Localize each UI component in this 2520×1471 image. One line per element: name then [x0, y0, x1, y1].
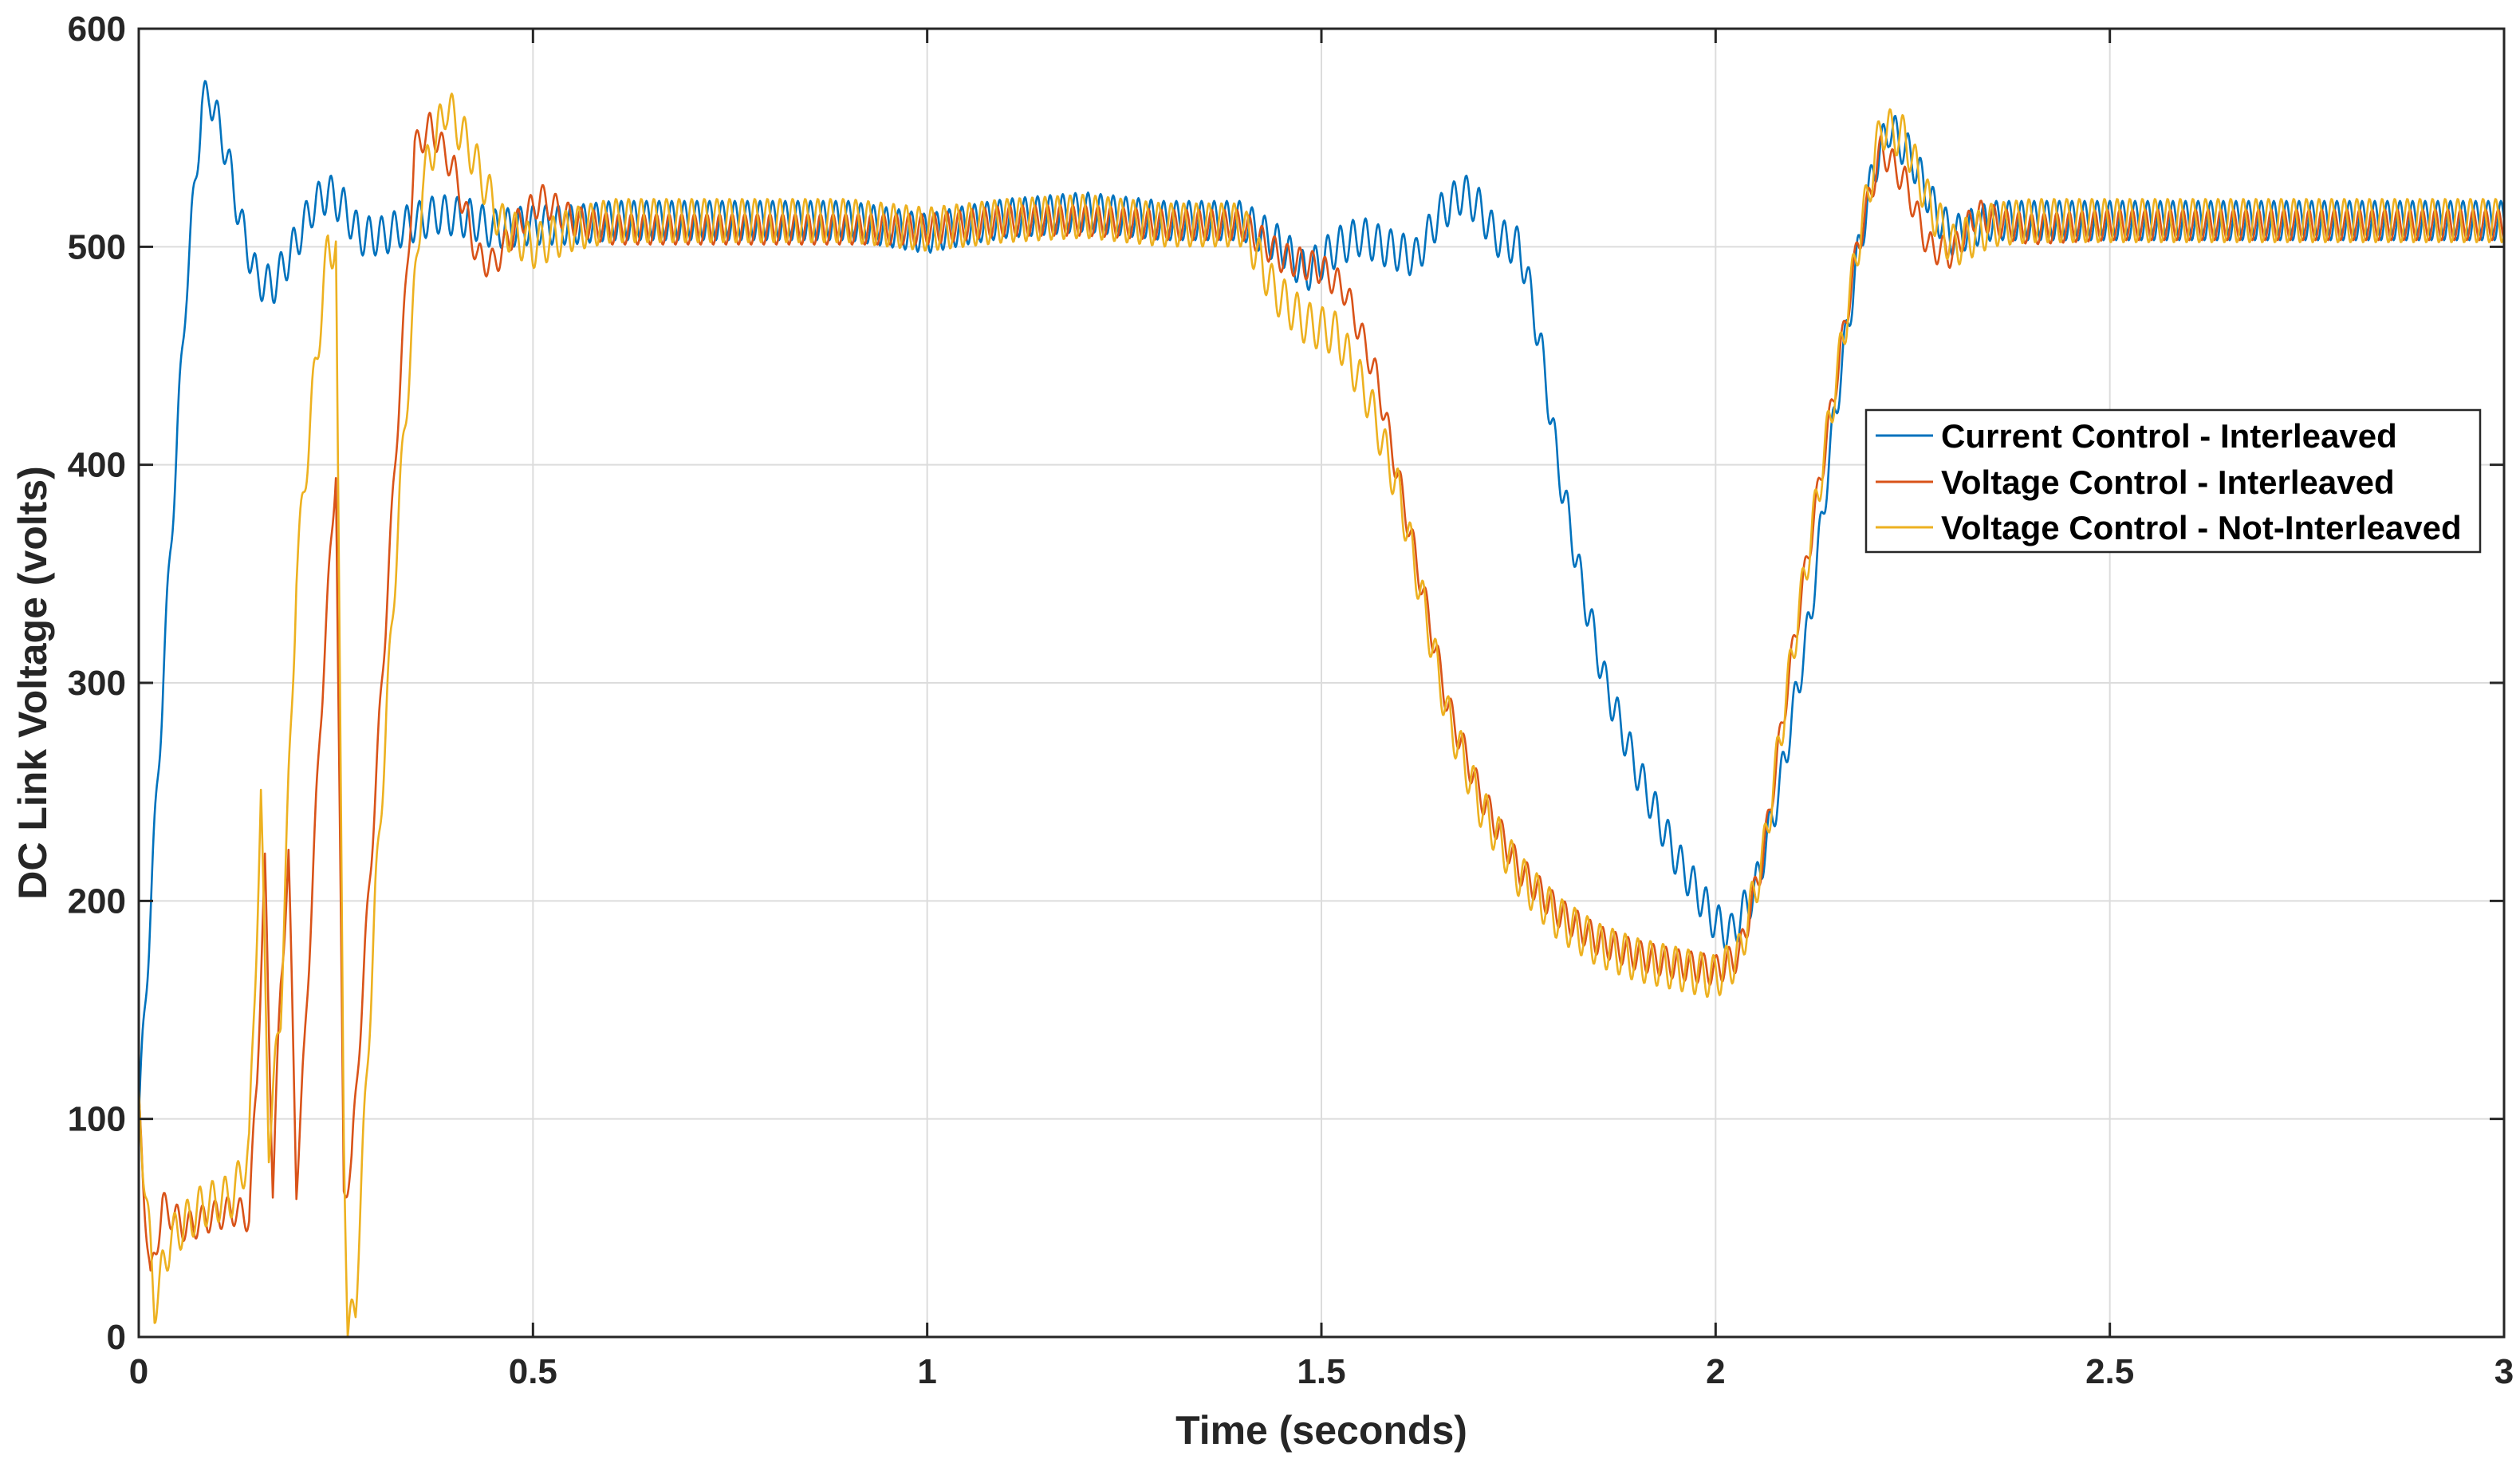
y-tick-label: 0 [107, 1318, 126, 1357]
x-axis-title: Time (seconds) [1175, 1408, 1467, 1453]
x-tick-label: 1.5 [1297, 1352, 1345, 1391]
legend-box [1864, 408, 2482, 554]
series-line-2 [137, 93, 2506, 1339]
x-tick-label: 1 [917, 1352, 936, 1391]
y-tick-label: 500 [68, 227, 126, 266]
x-tick-label: 3 [2494, 1352, 2514, 1391]
x-tick-label: 2 [1706, 1352, 1725, 1391]
y-tick-label: 300 [68, 664, 126, 703]
y-tick-label: 100 [68, 1100, 126, 1139]
legend-label-current-interleaved: Current Control - Interleaved [1941, 417, 2397, 455]
legend-label-voltage-interleaved: Voltage Control - Interleaved [1941, 463, 2395, 501]
series-group [137, 80, 2506, 1339]
y-tick-label: 200 [68, 881, 126, 921]
legend-label-voltage-not-interleaved: Voltage Control - Not-Interleaved [1941, 509, 2462, 546]
y-tick-label: 400 [68, 446, 126, 485]
series-line-1 [137, 112, 2506, 1272]
y-axis-title: DC Link Voltage (volts) [10, 466, 55, 900]
x-tick-label: 0 [129, 1352, 148, 1391]
ticks [137, 27, 2506, 1339]
x-tick-label: 0.5 [509, 1352, 557, 1391]
legend: Current Control - Interleaved Voltage Co… [1864, 408, 2482, 554]
tick-labels: 0 0.5 1 1.5 2 2.5 3 0 100 200 300 400 500 600 [68, 10, 2514, 1391]
x-tick-label: 2.5 [2085, 1352, 2134, 1391]
y-tick-label: 600 [68, 10, 126, 49]
